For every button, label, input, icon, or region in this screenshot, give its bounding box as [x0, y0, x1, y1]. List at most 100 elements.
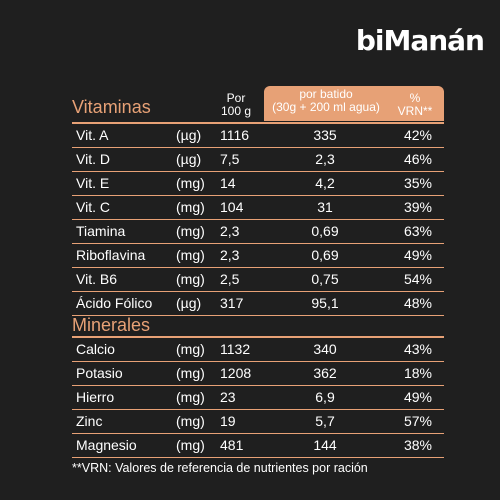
table-row: Vit. A (µg) 1116 335 42% — [72, 124, 444, 147]
per-100g-value: 2,3 — [220, 223, 240, 239]
per-100g-value: 481 — [220, 437, 244, 453]
row-divider — [72, 267, 444, 268]
minerals-divider — [72, 336, 444, 338]
vrn-percent: 63% — [403, 223, 432, 239]
table-row: Vit. B6 (mg) 2,5 0,75 54% — [72, 268, 444, 291]
nutrient-name: Riboflavina — [76, 247, 146, 263]
nutrient-unit: (mg) — [176, 341, 205, 357]
per-100g-value: 23 — [220, 389, 236, 405]
nutrient-unit: (mg) — [176, 437, 205, 453]
row-divider — [72, 409, 444, 410]
table-row: Vit. D (µg) 7,5 2,3 46% — [72, 148, 444, 171]
row-divider — [72, 433, 444, 434]
row-divider — [72, 243, 444, 244]
table-row: Potasio (mg) 1208 362 18% — [72, 362, 444, 385]
nutrient-name: Vit. D — [76, 151, 110, 167]
vrn-percent: 42% — [403, 127, 432, 143]
nutrient-name: Magnesio — [76, 437, 137, 453]
per-shake-value: 340 — [313, 341, 337, 357]
row-divider — [72, 291, 444, 292]
vrn-percent: 54% — [403, 271, 432, 287]
table-row: Zinc (mg) 19 5,7 57% — [72, 410, 444, 433]
row-divider — [72, 315, 444, 316]
per-shake-header-line1: por batido — [299, 87, 353, 101]
per-shake-value: 0,69 — [311, 247, 339, 263]
nutrient-unit: (mg) — [176, 199, 205, 215]
nutrient-unit: (µg) — [176, 127, 202, 143]
header-divider — [72, 122, 444, 124]
vrn-percent: 49% — [403, 389, 432, 405]
nutrient-name: Vit. C — [76, 199, 110, 215]
row-divider — [72, 219, 444, 220]
per-100g-value: 14 — [220, 175, 236, 191]
nutrient-name: Calcio — [76, 341, 115, 357]
per-100g-header-line2: 100 g — [220, 104, 252, 118]
per-shake-value: 335 — [313, 127, 337, 143]
table-row: Hierro (mg) 23 6,9 49% — [72, 386, 444, 409]
vrn-header: % VRN** — [390, 92, 440, 118]
per-shake-value: 95,1 — [311, 295, 339, 311]
table-row: Vit. C (mg) 104 31 39% — [72, 196, 444, 219]
per-shake-value: 144 — [313, 437, 337, 453]
per-shake-value: 0,75 — [311, 271, 339, 287]
per-shake-header-band — [264, 86, 444, 121]
per-100g-value: 2,3 — [220, 247, 240, 263]
row-divider — [72, 457, 444, 458]
per-shake-value: 6,9 — [315, 389, 335, 405]
nutrient-name: Vit. B6 — [76, 271, 117, 287]
row-divider — [72, 195, 444, 196]
minerals-title: Minerales — [72, 315, 151, 335]
vrn-percent: 35% — [403, 175, 432, 191]
nutrient-unit: (µg) — [176, 151, 202, 167]
per-100g-value: 317 — [220, 295, 244, 311]
table-row: Tiamina (mg) 2,3 0,69 63% — [72, 220, 444, 243]
per-shake-header-line2: (30g + 200 ml agua) — [272, 100, 380, 114]
brand-logo: biManán — [355, 24, 485, 57]
vrn-percent: 46% — [403, 151, 432, 167]
nutrient-unit: (mg) — [176, 389, 205, 405]
vrn-percent: 38% — [403, 437, 432, 453]
nutrient-unit: (mg) — [176, 223, 205, 239]
row-divider — [72, 147, 444, 148]
nutrient-unit: (µg) — [176, 295, 202, 311]
table-row: Calcio (mg) 1132 340 43% — [72, 338, 444, 361]
table-row: Riboflavina (mg) 2,3 0,69 49% — [72, 244, 444, 267]
nutrient-name: Potasio — [76, 365, 123, 381]
vitamins-title: Vitaminas — [72, 97, 151, 117]
table-row: Magnesio (mg) 481 144 38% — [72, 434, 444, 457]
per-shake-value: 31 — [317, 199, 333, 215]
per-100g-value: 104 — [220, 199, 244, 215]
per-100g-header: Por 100 g — [214, 92, 258, 118]
row-divider — [72, 171, 444, 172]
nutrient-unit: (mg) — [176, 271, 205, 287]
nutrient-name: Vit. A — [76, 127, 109, 143]
nutrient-name: Zinc — [76, 413, 103, 429]
nutrient-unit: (mg) — [176, 413, 205, 429]
vrn-header-line2: VRN** — [397, 104, 433, 118]
per-100g-value: 1116 — [220, 127, 250, 143]
per-shake-header: por batido (30g + 200 ml agua) — [266, 88, 386, 114]
vrn-percent: 57% — [403, 413, 432, 429]
per-100g-header-line1: Por — [226, 91, 246, 105]
per-100g-value: 19 — [220, 413, 236, 429]
per-100g-value: 2,5 — [220, 271, 240, 287]
vrn-percent: 18% — [403, 365, 432, 381]
row-divider — [72, 385, 444, 386]
row-divider — [72, 361, 444, 362]
per-shake-value: 0,69 — [311, 223, 339, 239]
vrn-footnote: **VRN: Valores de referencia de nutrient… — [72, 461, 368, 475]
vrn-header-line1: % — [409, 91, 421, 105]
per-shake-value: 2,3 — [315, 151, 335, 167]
per-shake-value: 362 — [313, 365, 337, 381]
nutrient-unit: (mg) — [176, 175, 205, 191]
nutrient-name: Ácido Fólico — [76, 295, 153, 311]
per-shake-value: 4,2 — [315, 175, 335, 191]
per-100g-value: 7,5 — [220, 151, 240, 167]
table-row: Vit. E (mg) 14 4,2 35% — [72, 172, 444, 195]
nutrient-name: Vit. E — [76, 175, 110, 191]
table-row: Ácido Fólico (µg) 317 95,1 48% — [72, 292, 444, 315]
vrn-percent: 49% — [403, 247, 432, 263]
per-100g-value: 1208 — [220, 365, 252, 381]
nutrient-name: Tiamina — [76, 223, 126, 239]
vrn-percent: 39% — [403, 199, 432, 215]
